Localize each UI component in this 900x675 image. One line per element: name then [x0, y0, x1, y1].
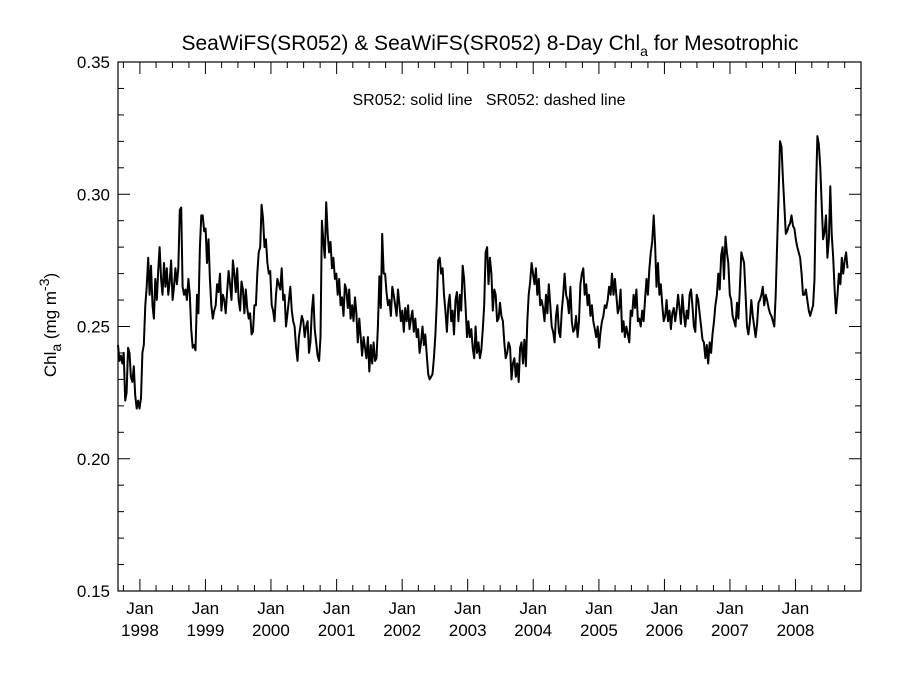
y-axis-label: Chla (mg m-3) — [36, 273, 64, 377]
x-tick-label-month: Jan — [454, 599, 481, 618]
x-tick-label-year: 2003 — [449, 621, 487, 640]
x-tick-label-year: 2004 — [514, 621, 552, 640]
x-tick-label-month: Jan — [520, 599, 547, 618]
y-tick-label: 0.15 — [77, 582, 110, 601]
y-axis-label-superscript: -3 — [36, 278, 52, 291]
x-tick-label-year: 2006 — [646, 621, 684, 640]
y-tick-label: 0.25 — [77, 318, 110, 337]
x-tick-label-year: 2008 — [777, 621, 815, 640]
x-tick-label-month: Jan — [126, 599, 153, 618]
y-axis-label-main: Chl — [41, 352, 60, 378]
y-axis-label-unit-close: ) — [41, 273, 60, 279]
x-axis: Jan 1998 Jan 1999 Jan 2000 Jan 2001 Jan 2002 Jan 20… — [121, 62, 846, 640]
x-tick-label-month: Jan — [388, 599, 415, 618]
x-tick-label-month: Jan — [651, 599, 678, 618]
y-axis: 0.15 0.20 0.25 0.30 0.35 — [77, 53, 861, 601]
legend-text: SR052: solid line SR052: dashed line — [352, 92, 625, 109]
x-tick-label-month: Jan — [257, 599, 284, 618]
series-line — [117, 135, 849, 410]
x-tick-label-month: Jan — [323, 599, 350, 618]
chart-title-main: SeaWiFS(SR052) & SeaWiFS(SR052) 8-Day Ch… — [182, 32, 641, 55]
x-tick-label-month: Jan — [716, 599, 743, 618]
y-tick-label: 0.35 — [77, 53, 110, 72]
chart-title-subscript: a — [640, 43, 648, 59]
chart-title-tail: for Mesotrophic — [648, 32, 799, 55]
x-tick-label-month: Jan — [782, 599, 809, 618]
y-axis-label-unit: (mg m — [41, 291, 60, 344]
x-tick-label-year: 2001 — [318, 621, 356, 640]
x-tick-label-year: 2005 — [580, 621, 618, 640]
x-tick-label-month: Jan — [585, 599, 612, 618]
y-tick-label: 0.20 — [77, 450, 110, 469]
series-layer — [117, 135, 849, 410]
y-axis-label-subscript: a — [48, 344, 64, 352]
y-tick-label: 0.30 — [77, 185, 110, 204]
x-tick-label-year: 1999 — [187, 621, 225, 640]
x-tick-label-year: 1998 — [121, 621, 159, 640]
x-tick-label-month: Jan — [192, 599, 219, 618]
x-tick-label-year: 2002 — [383, 621, 421, 640]
x-tick-label-year: 2000 — [252, 621, 290, 640]
x-tick-label-year: 2007 — [711, 621, 749, 640]
chart-title: SeaWiFS(SR052) & SeaWiFS(SR052) 8-Day Ch… — [182, 32, 799, 59]
